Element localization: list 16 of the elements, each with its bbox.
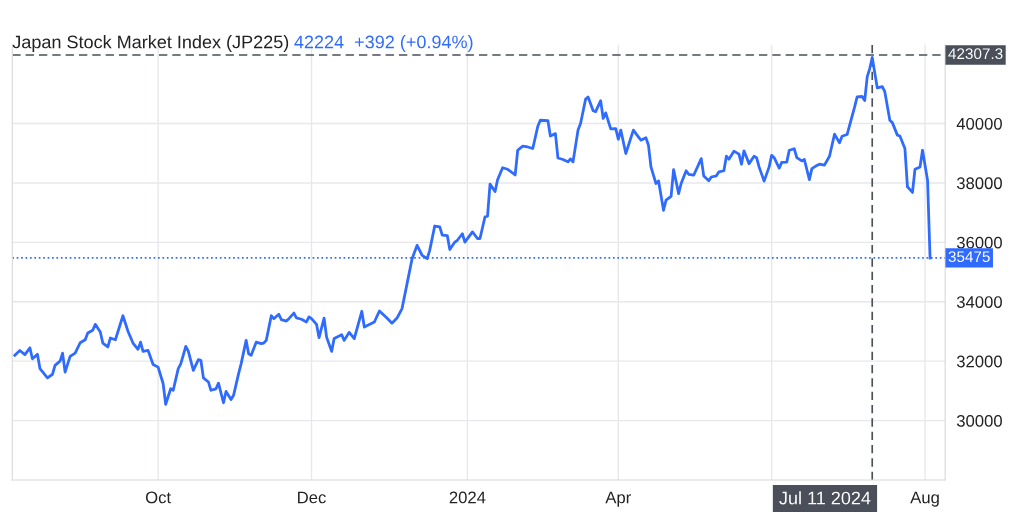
- x-tick-label: Dec: [298, 491, 326, 504]
- x-tick-label: Apr: [605, 491, 631, 507]
- y-tick-label: 36000: [956, 236, 1002, 249]
- y-tick-label: 40000: [956, 117, 1002, 130]
- x-tick-label: 2024: [449, 491, 486, 504]
- chart-title: Japan Stock Market Index (JP225): [12, 35, 289, 52]
- ref-line-label: Jul 11 2024: [779, 491, 871, 505]
- y-tick-label: 38000: [956, 177, 1002, 190]
- ref-line-label: 35475: [948, 251, 990, 263]
- y-tick-label: 34000: [956, 296, 1002, 308]
- x-tick-label: Aug: [910, 491, 939, 507]
- ref-line-label: 42307.3: [948, 48, 1003, 60]
- y-tick-label: 32000: [956, 355, 1002, 368]
- chart-subtitle: 42224 +392 (+0.94%): [294, 35, 473, 52]
- y-tick-label: 30000: [956, 414, 1002, 427]
- x-tick-label: Oct: [145, 491, 171, 504]
